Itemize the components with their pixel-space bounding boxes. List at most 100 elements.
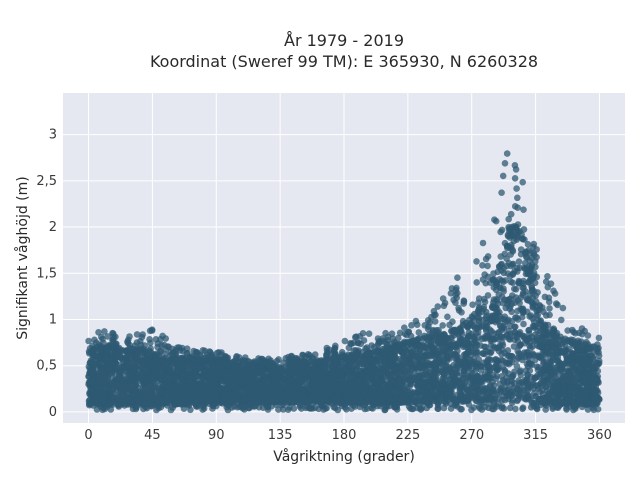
data-point xyxy=(503,332,511,339)
data-point xyxy=(509,270,517,277)
data-point xyxy=(127,372,134,380)
data-point xyxy=(468,373,476,381)
data-point xyxy=(420,343,428,351)
data-point xyxy=(549,363,556,371)
data-point xyxy=(302,375,310,382)
data-point xyxy=(539,353,547,361)
data-point xyxy=(418,396,425,404)
data-point xyxy=(534,366,542,374)
data-point xyxy=(378,368,386,376)
data-point xyxy=(568,378,576,385)
data-point xyxy=(577,377,584,385)
data-point xyxy=(112,353,120,361)
data-point xyxy=(531,352,538,359)
data-point xyxy=(338,371,345,378)
data-point xyxy=(511,390,519,397)
data-point xyxy=(118,354,125,362)
data-point xyxy=(193,384,200,392)
data-point xyxy=(490,284,498,291)
data-point xyxy=(515,258,523,265)
data-point xyxy=(124,384,131,392)
data-point xyxy=(533,336,541,344)
data-point xyxy=(280,384,288,392)
data-point xyxy=(479,316,487,324)
data-point xyxy=(465,347,472,355)
data-point xyxy=(468,365,476,373)
data-point xyxy=(440,371,448,378)
data-point xyxy=(488,328,495,335)
chart-title: År 1979 - 2019 xyxy=(284,31,404,50)
data-point xyxy=(560,348,567,356)
data-point xyxy=(398,364,405,372)
data-point xyxy=(529,304,537,311)
data-point xyxy=(360,356,367,364)
data-point xyxy=(318,383,325,391)
data-point xyxy=(489,378,496,386)
data-point xyxy=(316,369,324,377)
data-point xyxy=(564,368,572,376)
data-point xyxy=(480,394,488,402)
data-point xyxy=(495,347,503,355)
data-point xyxy=(212,363,220,371)
data-point xyxy=(595,395,603,403)
data-point xyxy=(426,376,433,384)
data-point xyxy=(496,276,504,283)
data-point xyxy=(449,372,457,379)
data-point xyxy=(505,359,512,367)
data-point xyxy=(477,362,485,370)
data-point xyxy=(374,384,381,392)
data-point xyxy=(485,348,493,355)
data-point xyxy=(467,356,474,364)
data-point xyxy=(551,371,558,379)
data-point xyxy=(168,396,175,403)
data-point xyxy=(479,385,487,393)
data-point xyxy=(407,381,414,389)
data-point xyxy=(414,379,422,387)
data-point xyxy=(520,320,527,328)
data-point xyxy=(300,386,308,394)
data-point xyxy=(523,337,531,345)
data-point xyxy=(396,375,403,383)
data-point xyxy=(147,374,155,382)
data-point xyxy=(498,293,506,301)
data-point xyxy=(121,376,129,383)
data-point xyxy=(281,376,289,383)
data-point xyxy=(217,368,224,376)
data-point xyxy=(97,367,105,374)
chart-subtitle: Koordinat (Sweref 99 TM): E 365930, N 62… xyxy=(150,52,538,71)
data-point xyxy=(464,334,472,342)
data-point xyxy=(471,339,479,347)
data-point xyxy=(527,344,534,352)
data-point xyxy=(569,360,577,367)
data-point xyxy=(511,323,518,331)
data-point xyxy=(513,264,521,272)
data-point xyxy=(371,378,379,386)
data-point xyxy=(392,395,400,402)
data-point xyxy=(473,350,481,358)
data-point xyxy=(590,370,597,377)
data-point xyxy=(436,339,443,347)
data-point xyxy=(483,312,491,320)
data-point xyxy=(197,380,205,387)
data-point xyxy=(410,347,417,355)
data-point xyxy=(528,333,535,341)
data-point xyxy=(527,312,535,319)
data-point xyxy=(302,380,310,387)
data-point xyxy=(482,323,490,330)
data-point xyxy=(440,347,447,355)
data-point xyxy=(101,371,108,379)
data-point xyxy=(493,296,500,303)
data-point xyxy=(551,350,559,357)
data-point xyxy=(550,386,557,394)
data-point xyxy=(539,341,546,349)
data-point xyxy=(503,262,511,270)
data-point xyxy=(174,385,182,392)
data-point xyxy=(263,373,271,381)
data-point xyxy=(115,367,122,375)
data-point xyxy=(106,370,113,378)
data-point xyxy=(413,354,421,361)
data-point xyxy=(347,375,354,382)
data-point xyxy=(590,355,597,363)
data-point xyxy=(160,364,167,372)
